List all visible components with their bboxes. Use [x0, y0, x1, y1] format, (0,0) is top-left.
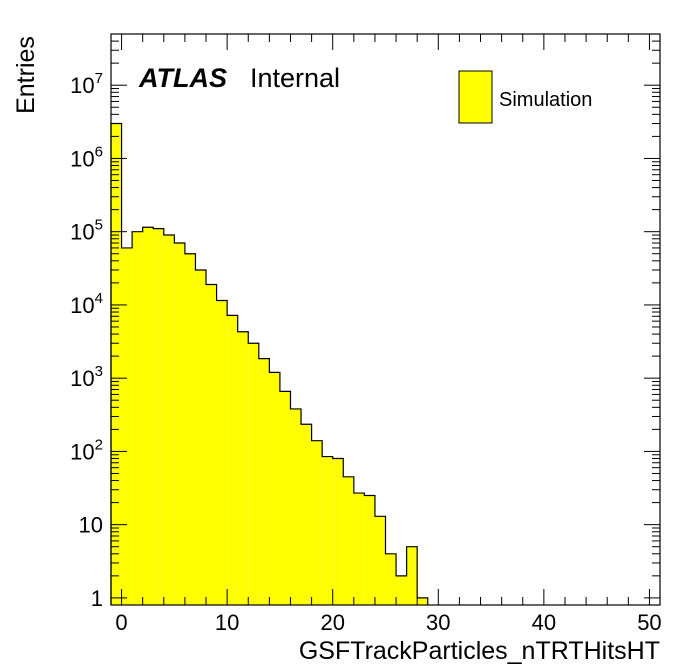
histogram-bar	[406, 546, 418, 605]
histogram-bar	[290, 408, 302, 605]
histogram-bar	[163, 235, 175, 606]
histogram-bar	[417, 597, 428, 605]
histogram-bar	[364, 495, 375, 605]
histogram-bar	[332, 458, 344, 605]
y-tick-label: 1	[91, 586, 103, 611]
axis-ticks	[111, 33, 660, 605]
histogram-bar	[396, 575, 407, 605]
histogram-bar	[206, 284, 217, 605]
histogram-bar	[353, 493, 365, 605]
plot-frame	[110, 33, 661, 606]
internal-label: Internal	[250, 63, 340, 93]
histogram-bar	[111, 123, 122, 606]
x-tick-label: 30	[426, 610, 450, 635]
atlas-label: ATLAS	[138, 63, 227, 93]
y-tick-label: 106	[70, 143, 103, 171]
histogram-bar	[343, 476, 354, 605]
histogram-bar	[216, 300, 228, 605]
x-tick-label: 10	[215, 610, 239, 635]
histogram-bar	[301, 424, 312, 605]
histogram-bar	[174, 243, 185, 605]
histogram-bar	[248, 343, 259, 605]
x-tick-label: 20	[320, 610, 344, 635]
legend-swatch-simulation	[458, 70, 493, 124]
y-tick-label: 103	[70, 363, 103, 391]
histogram-bar	[195, 269, 207, 605]
histogram-outline	[110, 122, 429, 605]
histogram-bar	[279, 391, 291, 605]
x-tick-label: 40	[532, 610, 556, 635]
histogram-bar	[269, 372, 280, 605]
histogram-bar	[237, 331, 249, 605]
histogram-bar	[121, 247, 133, 605]
axis-tick-labels: 0 10 20 30 40 50 1 10 102 103 104 105 106 107	[70, 70, 662, 635]
y-axis-title: Entries	[12, 36, 40, 114]
y-tick-label: 10	[79, 513, 103, 538]
plot-frame-rect	[110, 33, 661, 606]
histogram-bar	[153, 228, 164, 605]
histogram-bar	[258, 358, 270, 605]
histogram-bar	[142, 227, 154, 605]
histogram-bar	[322, 456, 333, 605]
histogram-bars	[110, 122, 429, 606]
y-tick-label: 104	[70, 290, 103, 318]
y-tick-label: 105	[70, 217, 103, 245]
y-tick-label: 107	[70, 70, 103, 98]
x-tick-label: 50	[637, 610, 661, 635]
histogram-bar	[311, 440, 323, 605]
histogram-bar	[227, 315, 238, 605]
y-tick-label: 102	[70, 436, 103, 464]
x-axis-title: GSFTrackParticles_nTRTHitsHT	[299, 637, 660, 665]
histogram-bar	[374, 516, 386, 605]
legend-label-simulation: Simulation	[499, 89, 592, 111]
x-tick-label: 0	[115, 610, 127, 635]
histogram-bar	[184, 253, 196, 605]
histogram-bar	[132, 231, 143, 605]
histogram-bar	[385, 553, 397, 605]
